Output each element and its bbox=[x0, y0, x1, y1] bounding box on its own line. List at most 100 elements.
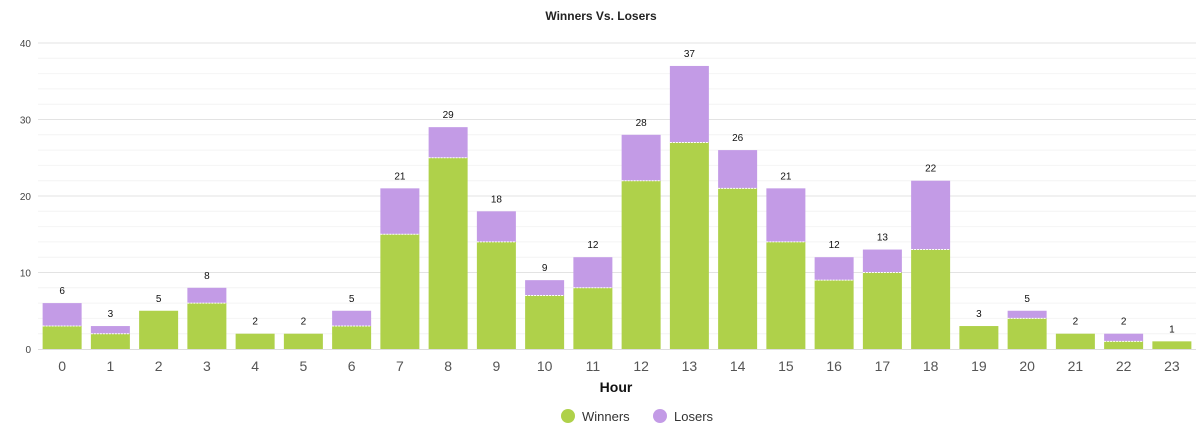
bar-total-label: 8 bbox=[204, 271, 210, 282]
bar-winners bbox=[380, 234, 420, 349]
bar-winners bbox=[621, 180, 661, 349]
x-tick-label: 23 bbox=[1164, 358, 1180, 374]
bar-total-label: 2 bbox=[1121, 317, 1127, 328]
bar-losers bbox=[573, 257, 613, 288]
bar-total-label: 2 bbox=[301, 317, 307, 328]
bar-losers bbox=[525, 280, 565, 296]
x-tick-label: 2 bbox=[155, 358, 163, 374]
chart-title: Winners Vs. Losers bbox=[545, 9, 657, 23]
x-tick-label: 13 bbox=[682, 358, 698, 374]
x-tick-label: 8 bbox=[444, 358, 452, 374]
bar-winners bbox=[525, 295, 565, 349]
bar-total-label: 37 bbox=[684, 49, 696, 60]
bar-winners bbox=[959, 326, 999, 349]
bar-winners bbox=[283, 333, 323, 349]
x-tick-label: 12 bbox=[633, 358, 649, 374]
bar-total-label: 21 bbox=[780, 171, 792, 182]
bar-total-label: 9 bbox=[542, 263, 548, 274]
bar-losers bbox=[621, 134, 661, 181]
x-tick-label: 22 bbox=[1116, 358, 1132, 374]
bar-losers bbox=[669, 65, 709, 143]
bar-losers bbox=[380, 188, 420, 235]
x-tick-label: 18 bbox=[923, 358, 939, 374]
bar-losers bbox=[1007, 310, 1047, 319]
x-axis: 0 1 2 3 4 5 6 7 8 9 10 11 12 13 14 15 16 17 18 19 20 21 22 23 bbox=[38, 349, 1196, 374]
x-axis-title: Hour bbox=[600, 379, 633, 395]
bar-winners bbox=[669, 142, 709, 349]
bar-total-label: 2 bbox=[252, 317, 258, 328]
y-axis: 0 10 20 30 40 bbox=[20, 39, 32, 356]
bar-total-label: 22 bbox=[925, 164, 937, 175]
y-tick-label: 30 bbox=[20, 116, 32, 127]
bar-winners bbox=[814, 280, 854, 349]
gridlines bbox=[38, 42, 1196, 335]
x-tick-label: 3 bbox=[203, 358, 211, 374]
bar-winners bbox=[332, 326, 372, 349]
x-tick-label: 20 bbox=[1019, 358, 1035, 374]
x-tick-label: 19 bbox=[971, 358, 987, 374]
legend-item-winners: Winners bbox=[561, 409, 630, 424]
bar-losers bbox=[814, 257, 854, 281]
bar-total-label: 3 bbox=[108, 309, 114, 320]
bar-winners bbox=[573, 287, 613, 349]
legend-marker bbox=[653, 409, 667, 423]
bar-total-label: 21 bbox=[394, 171, 406, 182]
bar-winners bbox=[42, 326, 82, 349]
bar-total-label: 3 bbox=[976, 309, 982, 320]
x-tick-label: 9 bbox=[492, 358, 500, 374]
bar-total-label: 12 bbox=[587, 240, 599, 251]
bar-total-label: 26 bbox=[732, 133, 744, 144]
x-tick-label: 17 bbox=[875, 358, 891, 374]
bar-losers bbox=[187, 287, 227, 304]
bar-winners bbox=[187, 303, 227, 349]
bar-winners bbox=[90, 333, 130, 349]
x-tick-label: 14 bbox=[730, 358, 746, 374]
bar-total-label: 29 bbox=[443, 110, 455, 121]
x-tick-label: 4 bbox=[251, 358, 259, 374]
legend-marker bbox=[561, 409, 575, 423]
bar-losers bbox=[476, 211, 516, 242]
x-tick-label: 6 bbox=[348, 358, 356, 374]
bar-total-label: 12 bbox=[829, 240, 841, 251]
x-tick-label: 1 bbox=[106, 358, 114, 374]
x-tick-label: 0 bbox=[58, 358, 66, 374]
y-tick-label: 10 bbox=[20, 269, 32, 280]
x-tick-label: 10 bbox=[537, 358, 553, 374]
x-tick-label: 16 bbox=[826, 358, 842, 374]
bar-losers bbox=[90, 326, 130, 334]
x-tick-label: 21 bbox=[1068, 358, 1084, 374]
legend: Winners Losers bbox=[561, 409, 714, 424]
bar-losers bbox=[766, 188, 806, 242]
bar-losers bbox=[428, 127, 468, 158]
bar-losers bbox=[42, 303, 82, 327]
bar-winners bbox=[1104, 341, 1144, 349]
bar-losers bbox=[718, 150, 758, 189]
bar-losers bbox=[332, 310, 372, 327]
y-tick-label: 40 bbox=[20, 39, 32, 50]
legend-label: Winners bbox=[582, 409, 630, 424]
bar-losers bbox=[911, 180, 951, 250]
y-tick-label: 0 bbox=[25, 345, 31, 356]
bar-total-label: 6 bbox=[59, 286, 65, 297]
legend-label: Losers bbox=[674, 409, 714, 424]
bar-winners bbox=[766, 241, 806, 349]
bar-winners bbox=[476, 241, 516, 349]
bar-total-label: 1 bbox=[1169, 324, 1175, 335]
bar-winners bbox=[235, 333, 275, 349]
bar-total-label: 2 bbox=[1073, 317, 1079, 328]
bar-winners bbox=[1152, 341, 1192, 349]
bar-losers bbox=[862, 249, 902, 273]
bar-losers bbox=[1104, 333, 1144, 342]
bars bbox=[42, 65, 1192, 349]
bar-total-label: 13 bbox=[877, 233, 889, 244]
y-tick-label: 20 bbox=[20, 192, 32, 203]
x-tick-label: 15 bbox=[778, 358, 794, 374]
bar-winners bbox=[718, 188, 758, 349]
legend-item-losers: Losers bbox=[653, 409, 714, 424]
x-tick-label: 5 bbox=[299, 358, 307, 374]
bar-winners bbox=[862, 272, 902, 349]
bar-winners bbox=[428, 157, 468, 349]
x-tick-label: 11 bbox=[586, 358, 601, 374]
